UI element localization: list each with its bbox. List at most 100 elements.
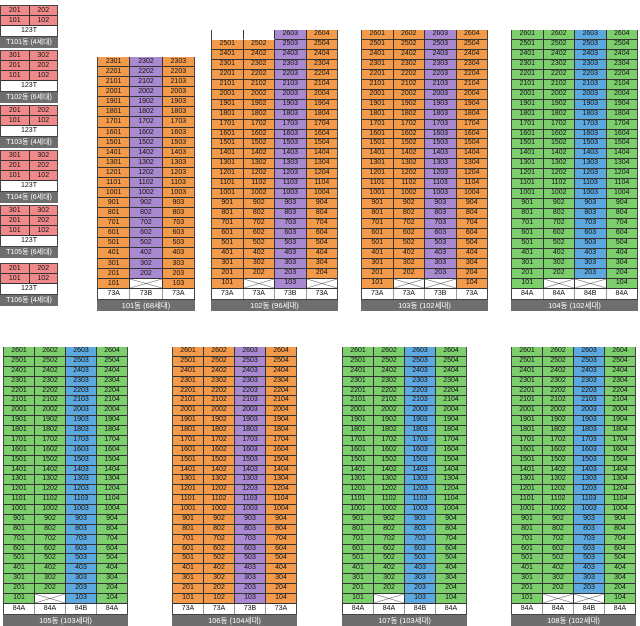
unit-cell[interactable]: 2403: [574, 366, 605, 377]
unit-cell[interactable]: 2004: [456, 89, 487, 100]
unit-cell[interactable]: 803: [66, 524, 97, 535]
unit-cell[interactable]: 1203: [405, 485, 436, 496]
unit-cell[interactable]: 1002: [374, 505, 405, 515]
unit-cell[interactable]: 1202: [243, 169, 275, 180]
unit-cell[interactable]: 2401: [512, 366, 543, 377]
unit-cell[interactable]: 1401: [98, 147, 131, 158]
unit-cell[interactable]: 403: [574, 564, 605, 575]
unit-cell[interactable]: 1604: [436, 445, 466, 456]
unit-cell[interactable]: 2101: [173, 396, 204, 407]
unit-cell[interactable]: 804: [456, 209, 487, 220]
unit-cell[interactable]: 202: [29, 161, 57, 171]
unit-cell[interactable]: 701: [173, 534, 204, 545]
unit-cell[interactable]: 503: [425, 239, 457, 249]
unit-cell[interactable]: 404: [605, 564, 635, 575]
unit-cell[interactable]: 2003: [275, 89, 307, 100]
unit-cell[interactable]: 2403: [425, 49, 457, 60]
unit-cell[interactable]: 1302: [35, 475, 66, 486]
unit-cell[interactable]: 1903: [574, 416, 605, 426]
unit-cell[interactable]: 302: [393, 258, 425, 269]
unit-cell[interactable]: 1003: [405, 505, 436, 515]
unit-cell[interactable]: 603: [575, 229, 607, 240]
unit-cell[interactable]: 1304: [97, 475, 127, 486]
unit-cell[interactable]: 301: [512, 574, 543, 584]
unit-cell[interactable]: 1802: [243, 109, 275, 120]
unit-cell[interactable]: 2404: [266, 366, 296, 377]
unit-cell[interactable]: 2602: [204, 347, 235, 357]
unit-cell[interactable]: 301: [1, 51, 30, 61]
unit-cell[interactable]: 1701: [512, 119, 544, 130]
unit-cell[interactable]: 1304: [606, 159, 637, 170]
unit-cell[interactable]: 1201: [512, 169, 544, 180]
unit-cell[interactable]: 1203: [275, 169, 307, 180]
unit-cell[interactable]: 1902: [204, 416, 235, 426]
unit-cell[interactable]: 1101: [212, 179, 244, 190]
unit-cell[interactable]: 1003: [575, 189, 607, 200]
unit-cell[interactable]: 1001: [173, 505, 204, 515]
unit-cell[interactable]: 1602: [130, 127, 163, 138]
unit-cell[interactable]: 501: [173, 554, 204, 565]
unit-cell[interactable]: 703: [405, 534, 436, 545]
unit-cell[interactable]: 2202: [130, 67, 163, 78]
unit-cell[interactable]: 1604: [605, 445, 635, 456]
unit-cell[interactable]: 303: [162, 258, 194, 269]
unit-cell[interactable]: 2502: [374, 356, 405, 367]
unit-cell[interactable]: 201: [512, 268, 544, 279]
unit-cell[interactable]: 1601: [512, 445, 543, 456]
unit-cell[interactable]: 1301: [4, 475, 35, 486]
unit-cell[interactable]: 2601: [343, 347, 374, 357]
unit-cell[interactable]: 803: [574, 524, 605, 535]
unit-cell[interactable]: 1704: [266, 435, 296, 446]
unit-cell[interactable]: 1502: [130, 137, 163, 148]
unit-cell[interactable]: 1802: [543, 109, 575, 120]
unit-cell[interactable]: 2303: [66, 376, 97, 387]
unit-cell[interactable]: 2001: [512, 89, 544, 100]
unit-cell[interactable]: 701: [4, 534, 35, 545]
unit-cell[interactable]: 2603: [275, 30, 307, 40]
unit-cell[interactable]: 104: [606, 278, 637, 289]
unit-cell[interactable]: 1304: [456, 159, 487, 170]
unit-cell[interactable]: 1601: [173, 445, 204, 456]
unit-cell[interactable]: 2202: [243, 69, 275, 80]
unit-cell[interactable]: 501: [4, 554, 35, 565]
unit-cell[interactable]: 1501: [98, 137, 131, 148]
unit-cell[interactable]: 402: [543, 564, 574, 575]
unit-cell[interactable]: 1201: [362, 169, 394, 180]
unit-cell[interactable]: 601: [343, 544, 374, 555]
unit-cell[interactable]: 2501: [512, 39, 544, 50]
unit-cell[interactable]: 1103: [575, 179, 607, 190]
unit-cell[interactable]: 1303: [66, 475, 97, 486]
unit-cell[interactable]: 103: [275, 278, 307, 289]
unit-cell[interactable]: 2503: [425, 39, 457, 50]
unit-cell[interactable]: 1103: [275, 179, 307, 190]
unit-cell[interactable]: 1204: [97, 485, 127, 496]
unit-cell[interactable]: 1003: [162, 188, 194, 199]
unit-cell[interactable]: 2501: [212, 39, 244, 50]
unit-cell[interactable]: 903: [275, 199, 307, 210]
unit-cell[interactable]: 2502: [35, 356, 66, 367]
unit-cell[interactable]: 2402: [543, 366, 574, 377]
unit-cell[interactable]: 2602: [393, 30, 425, 40]
unit-cell[interactable]: 1901: [4, 416, 35, 426]
unit-cell[interactable]: 1102: [393, 179, 425, 190]
unit-cell[interactable]: 2301: [343, 376, 374, 387]
unit-cell[interactable]: 503: [162, 238, 194, 249]
unit-cell[interactable]: 1801: [512, 426, 543, 436]
unit-cell[interactable]: 201: [1, 106, 30, 116]
unit-cell[interactable]: 1302: [543, 475, 574, 486]
unit-cell[interactable]: 201: [4, 584, 35, 594]
unit-cell[interactable]: 301: [212, 258, 244, 269]
unit-cell[interactable]: 1004: [266, 505, 296, 515]
unit-cell[interactable]: 1002: [543, 189, 575, 200]
unit-cell[interactable]: 303: [405, 574, 436, 584]
unit-cell[interactable]: 1501: [212, 139, 244, 150]
unit-cell[interactable]: 2604: [266, 347, 296, 357]
unit-cell[interactable]: 602: [130, 228, 163, 239]
unit-cell[interactable]: 1404: [97, 465, 127, 476]
unit-cell[interactable]: 2302: [543, 376, 574, 387]
unit-cell[interactable]: 101: [98, 278, 131, 289]
unit-cell[interactable]: 1103: [235, 495, 266, 505]
unit-cell[interactable]: 1901: [512, 99, 544, 110]
unit-cell[interactable]: 204: [606, 268, 637, 279]
unit-cell[interactable]: 302: [130, 258, 163, 269]
